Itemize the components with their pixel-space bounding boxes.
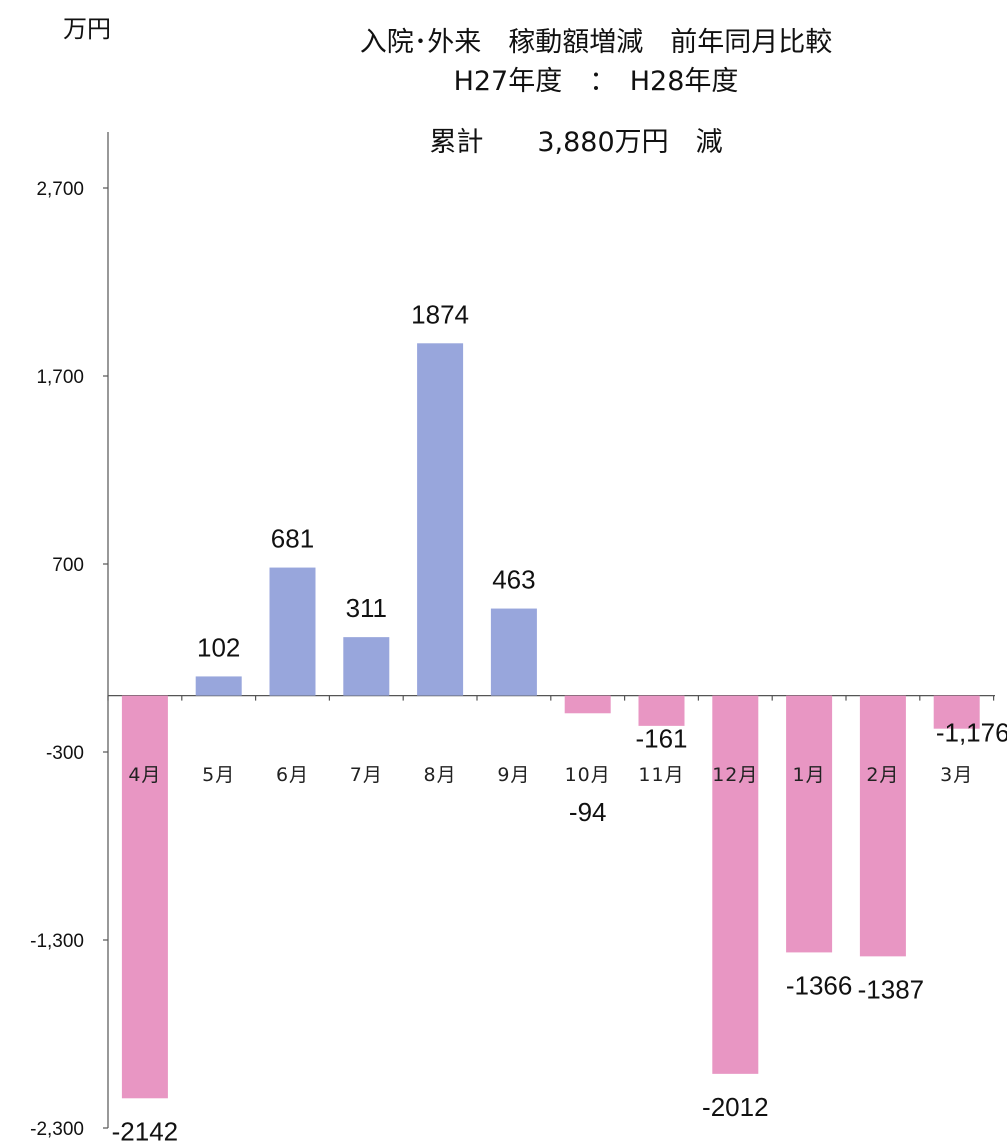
value-label: -2012: [702, 1092, 769, 1122]
y-tick-label: -1,300: [30, 931, 84, 952]
y-tick-label: -300: [46, 743, 84, 764]
axes: 2,700 1,700 700 -300 -1,300 -2,300: [30, 132, 995, 1140]
bar-2: [195, 676, 242, 696]
value-label: 1874: [411, 299, 469, 329]
bar-11: [859, 695, 906, 957]
bar-7: [564, 695, 611, 714]
category-label: 9月: [497, 764, 530, 786]
category-label: 11月: [638, 764, 684, 786]
value-label: -94: [569, 797, 607, 827]
category-label: 8月: [424, 764, 457, 786]
bar-1: [121, 695, 168, 1099]
category-label: 5月: [202, 764, 235, 786]
category-label: 7月: [350, 764, 383, 786]
y-tick-label: -2,300: [30, 1119, 84, 1140]
category-label: 12月: [712, 764, 758, 786]
value-label: -1387: [858, 974, 925, 1004]
category-label: 4月: [128, 764, 161, 786]
value-label: 102: [197, 632, 240, 662]
bar-4: [343, 637, 390, 696]
y-tick-label: 700: [52, 555, 84, 576]
bar-3: [269, 567, 316, 696]
unit-label: 万円: [63, 15, 111, 43]
category-label: 1月: [793, 764, 826, 786]
value-label: 463: [492, 565, 535, 595]
category-label: 6月: [276, 764, 309, 786]
category-label: 10月: [565, 764, 611, 786]
value-label: -1,176: [936, 718, 1007, 748]
bars: [121, 343, 980, 1099]
category-label: 2月: [866, 764, 899, 786]
bar-9: [712, 695, 759, 1074]
value-label: 681: [271, 524, 314, 554]
bar-10: [786, 695, 833, 953]
category-label: 3月: [940, 764, 973, 786]
bar-12: [933, 695, 980, 729]
bar-5: [417, 343, 464, 696]
value-label: 311: [346, 593, 387, 623]
y-tick-label: 2,700: [36, 179, 84, 200]
labels: 4月 -2142 5月 102 6月 681 7月 311 8月 1874 9月 463 10月 -94 1…: [112, 299, 1007, 1146]
chart-title: 入院･外来 稼動額増減 前年同月比較: [360, 27, 833, 58]
y-tick-label: 1,700: [36, 367, 84, 388]
bar-8: [638, 695, 685, 726]
cumulative-summary: 累計 3,880万円 減: [429, 127, 722, 158]
bar-6: [490, 608, 537, 696]
chart-subtitle: H27年度 ： H28年度: [454, 66, 739, 97]
value-label: -1366: [786, 970, 853, 1000]
value-label: -2142: [112, 1116, 179, 1146]
value-label: -161: [635, 724, 687, 754]
